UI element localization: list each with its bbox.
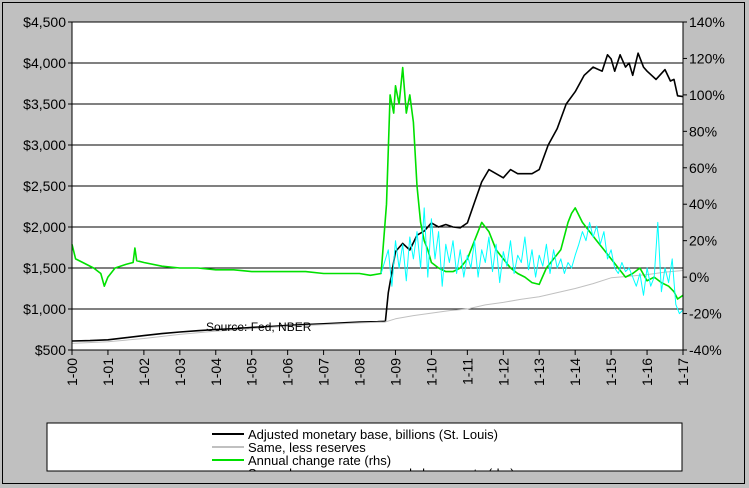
x-tick-label: 1-14 bbox=[567, 358, 583, 386]
x-tick-label: 1-12 bbox=[495, 358, 511, 386]
x-tick-label: 1-09 bbox=[387, 358, 403, 386]
x-tick-label: 1-01 bbox=[100, 358, 116, 386]
y-right-tick-label: 80% bbox=[689, 123, 717, 139]
source-annotation: Source: Fed, NBER bbox=[206, 320, 312, 334]
y-right-tick-label: -40% bbox=[689, 342, 722, 358]
legend-entries: Adjusted monetary base, billions (St. Lo… bbox=[212, 427, 515, 481]
x-tick-label: 1-07 bbox=[316, 358, 332, 386]
legend-label-3: Annual change rate (rhs) bbox=[248, 453, 391, 468]
legend-label-4: Same, less reserves, annual change rate … bbox=[248, 466, 515, 481]
y-left-tick-label: $1,500 bbox=[23, 260, 66, 276]
y-left-tick-label: $3,500 bbox=[23, 96, 66, 112]
y-left-tick-label: $1,000 bbox=[23, 301, 66, 317]
y-right-tick-label: 0% bbox=[689, 269, 709, 285]
series-line-1 bbox=[71, 52, 684, 342]
x-tick-label: 1-04 bbox=[208, 358, 224, 386]
series-line-4 bbox=[380, 207, 684, 315]
y-left-tick-label: $3,000 bbox=[23, 137, 66, 153]
x-tick-label: 1-17 bbox=[675, 358, 691, 386]
y-right-tick-label: 20% bbox=[689, 233, 717, 249]
x-tick-label: 1-00 bbox=[64, 358, 80, 386]
y-right-tick-label: 140% bbox=[689, 14, 725, 30]
x-tick-label: 1-03 bbox=[172, 358, 188, 386]
x-tick-label: 1-13 bbox=[531, 358, 547, 386]
y-right-tick-label: 120% bbox=[689, 50, 725, 66]
legend-label-2: Same, less reserves bbox=[248, 440, 366, 455]
x-tick-label: 1-06 bbox=[280, 358, 296, 386]
y-right-tick-label: 60% bbox=[689, 160, 717, 176]
x-tick-label: 1-11 bbox=[459, 358, 475, 385]
y-left-tick-label: $4,000 bbox=[23, 55, 66, 71]
x-tick-label: 1-15 bbox=[603, 358, 619, 386]
x-tick-label: 1-10 bbox=[423, 358, 439, 386]
y-right-tick-label: 100% bbox=[689, 87, 725, 103]
x-tick-label: 1-16 bbox=[639, 358, 655, 386]
x-tick-label: 1-02 bbox=[136, 358, 152, 386]
series-line-2 bbox=[71, 270, 684, 344]
y-right-tick-label: 40% bbox=[689, 196, 717, 212]
legend-box bbox=[46, 422, 683, 472]
y-left-tick-label: $2,500 bbox=[23, 178, 66, 194]
y-left-tick-label: $4,500 bbox=[23, 14, 66, 30]
legend-label-1: Adjusted monetary base, billions (St. Lo… bbox=[248, 427, 498, 442]
x-tick-label: 1-08 bbox=[352, 358, 368, 386]
y-left-tick-label: $500 bbox=[35, 342, 66, 358]
window-frame bbox=[2, 2, 745, 484]
y-right-tick-label: -20% bbox=[689, 306, 722, 322]
x-tick-label: 1-05 bbox=[244, 358, 260, 386]
y-left-tick-label: $2,000 bbox=[23, 219, 66, 235]
